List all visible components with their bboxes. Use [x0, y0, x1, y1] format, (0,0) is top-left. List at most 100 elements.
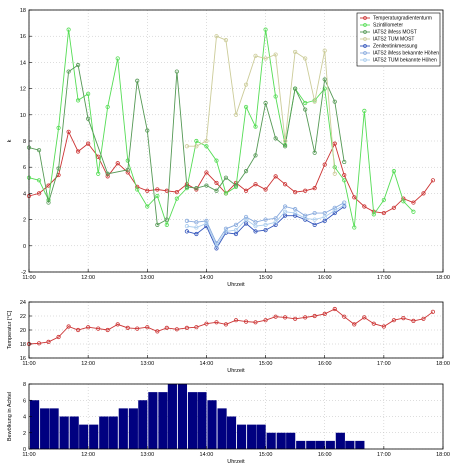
data-point	[263, 222, 268, 227]
data-point	[75, 62, 81, 68]
data-point	[381, 324, 386, 329]
x-tick-label: 16:00	[318, 452, 332, 458]
data-point	[312, 186, 317, 191]
data-point	[342, 159, 347, 165]
data-point	[115, 322, 120, 327]
bar	[256, 424, 266, 449]
data-point	[223, 191, 229, 196]
data-point	[322, 214, 327, 220]
data-point	[214, 158, 219, 163]
y-tick-label: 24	[20, 300, 26, 306]
data-point	[332, 141, 337, 146]
x-tick-label: 17:00	[377, 275, 391, 281]
y-tick-label: 0	[23, 244, 26, 250]
cloud-cover-chart-panel: 0 2 4 6 8 11:00 12:00 13:00 14:00 15:00 16:00 17:00…	[7, 382, 450, 465]
x-tick-label: 15:00	[259, 361, 273, 367]
data-point	[75, 149, 81, 154]
data-point	[391, 318, 397, 323]
y-axis-label: Bewölkung in Achtel	[7, 392, 13, 441]
data-point	[86, 141, 91, 146]
y-tick-label: 6	[23, 398, 26, 404]
data-point	[312, 210, 317, 216]
data-point	[184, 224, 190, 229]
y-axis-label: k	[7, 139, 13, 142]
data-point	[174, 196, 179, 201]
data-point	[263, 187, 268, 192]
data-point	[164, 222, 169, 227]
data-point	[243, 221, 249, 226]
data-point	[352, 195, 357, 200]
data-point	[105, 174, 110, 179]
data-point	[342, 172, 347, 178]
data-point	[273, 222, 278, 227]
bar	[226, 416, 237, 449]
x-tick-label: 15:00	[259, 275, 273, 281]
bar	[99, 416, 109, 449]
series-line	[186, 204, 345, 247]
data-point	[233, 183, 239, 188]
bar	[345, 440, 355, 449]
data-point	[342, 203, 347, 208]
x-tick-label: 13:00	[140, 452, 154, 458]
data-point	[214, 246, 219, 251]
data-point	[381, 197, 386, 203]
data-point	[293, 210, 298, 216]
data-point	[194, 225, 199, 230]
data-point	[312, 217, 317, 222]
data-point	[105, 104, 110, 110]
x-tick-label: 18:00	[436, 275, 450, 281]
data-point	[36, 341, 42, 346]
data-point	[214, 188, 219, 193]
data-point	[204, 183, 209, 188]
data-point	[411, 318, 416, 323]
data-point	[223, 229, 229, 234]
data-point	[135, 326, 140, 331]
data-point	[411, 200, 416, 205]
data-point	[46, 339, 51, 344]
data-point	[303, 315, 308, 320]
bar	[187, 392, 198, 449]
data-point	[273, 136, 278, 141]
bar	[325, 440, 335, 449]
x-tick-label: 12:00	[81, 275, 95, 281]
bar	[276, 432, 286, 449]
data-point	[273, 216, 278, 221]
legend-marker	[363, 44, 367, 48]
data-point	[253, 124, 258, 129]
data-point	[342, 200, 347, 205]
data-point	[56, 166, 61, 171]
data-point	[145, 188, 150, 193]
data-point	[184, 184, 190, 189]
y-tick-label: 14	[20, 60, 26, 66]
data-point	[194, 186, 199, 191]
data-point	[303, 107, 308, 112]
data-point	[332, 306, 337, 312]
data-point	[293, 86, 298, 91]
y-tick-label: 4	[23, 415, 26, 421]
data-point	[263, 27, 268, 32]
x-tick-label: 11:00	[22, 361, 35, 367]
legend-marker	[363, 58, 367, 62]
data-point	[293, 189, 298, 195]
y-tick-label: 0	[23, 447, 26, 453]
x-tick-label: 17:00	[377, 361, 391, 367]
data-point	[282, 144, 288, 149]
data-point	[56, 125, 61, 131]
y-tick-label: 16	[20, 356, 26, 362]
y-tick-label: 22	[20, 314, 26, 320]
data-point	[322, 48, 327, 53]
data-point	[66, 324, 71, 329]
data-point	[135, 78, 140, 83]
data-point	[303, 56, 308, 61]
data-point	[56, 334, 61, 340]
data-point	[243, 82, 249, 87]
data-point	[233, 112, 239, 117]
data-point	[263, 217, 268, 222]
y-tick-label: 2	[23, 431, 26, 437]
data-point	[332, 99, 337, 104]
data-point	[273, 314, 278, 319]
x-axis-label: Uhrzeit	[227, 368, 245, 374]
data-point	[243, 169, 249, 174]
bar	[217, 408, 227, 449]
